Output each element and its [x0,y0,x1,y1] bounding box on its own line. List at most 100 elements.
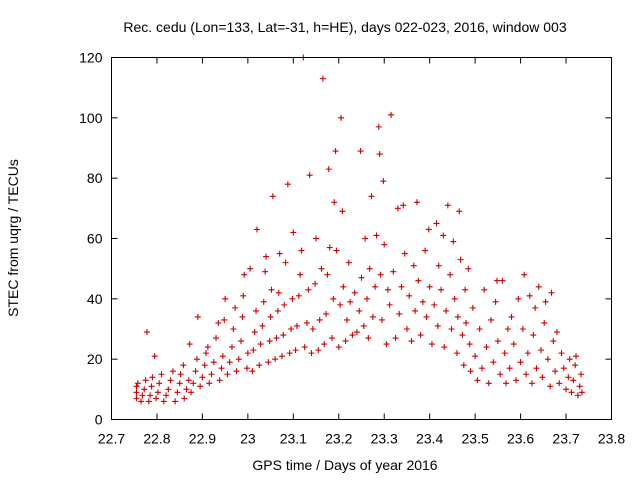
data-point [547,383,554,390]
data-point [281,301,288,308]
data-point [365,335,372,342]
data-point [278,353,285,360]
data-point [177,371,184,378]
data-point [401,250,408,257]
y-tick-label: 20 [87,351,103,367]
data-point [566,356,573,363]
x-tick-label: 23.2 [325,431,352,447]
data-point [538,347,545,354]
y-axis-title: STEC from uqrg / TECUs [5,159,21,317]
data-point [510,341,517,348]
data-point [303,319,310,326]
data-point [292,347,299,354]
data-point [172,398,179,405]
data-point [274,307,281,314]
data-point [313,235,320,242]
data-point [249,368,256,375]
data-point [188,389,195,396]
data-point [293,322,300,329]
data-point [267,313,274,320]
data-point [375,123,382,130]
data-point [573,353,580,360]
x-tick-label: 23.4 [416,431,443,447]
data-point [441,344,448,351]
data-point [383,341,390,348]
data-point [403,326,410,332]
data-point [390,268,397,275]
y-tick-label: 120 [79,50,103,66]
y-tick-label: 0 [95,412,103,428]
plot-frame [111,57,612,420]
data-point [553,329,560,336]
data-point [133,389,140,396]
data-point [378,316,385,323]
data-point [259,322,266,329]
data-point [221,316,228,323]
data-point [324,271,331,278]
data-point [335,344,342,351]
data-point [392,335,399,342]
data-points [133,54,585,405]
data-point [345,259,352,266]
data-point [474,377,481,384]
data-point [149,374,156,381]
data-point [275,289,282,296]
data-point [497,371,504,378]
data-point [305,286,312,293]
data-point [574,392,581,399]
data-point [467,368,474,375]
data-point [192,368,199,375]
data-point [339,208,346,215]
data-point [333,247,340,254]
data-point [406,292,413,299]
data-point [460,362,467,369]
data-point [232,304,239,311]
x-tick-label: 22.8 [143,431,170,447]
x-tick-labels: 22.7 22.8 22.9 23 23.1 23.2 23.3 23.4 23.5 23.6 23… [98,431,625,447]
data-point [204,344,211,351]
data-point [504,326,511,332]
data-point [201,362,208,369]
data-point [233,368,240,375]
data-point [535,283,542,290]
data-point [550,338,557,345]
data-point [134,380,141,387]
data-point [330,295,337,302]
data-point [388,111,395,118]
data-point [273,335,280,342]
data-point [463,319,470,326]
data-point [331,199,338,206]
data-point [143,329,150,336]
data-point [160,398,167,405]
data-point [265,359,272,366]
data-point [490,359,497,366]
data-point [428,341,435,348]
data-point [312,280,319,287]
data-point [528,380,535,387]
data-point [386,301,393,308]
data-point [515,295,522,302]
data-point [465,265,472,272]
data-point [216,377,223,384]
data-point [272,356,279,363]
data-point [306,172,313,179]
data-point [186,341,193,348]
data-point [222,295,229,302]
x-tick-label: 23.8 [598,431,625,447]
data-point [524,350,531,357]
data-point [380,178,387,185]
data-point [438,286,445,293]
data-point [282,259,289,266]
data-point [358,274,365,281]
y-tick-label: 100 [79,110,103,126]
y-tick-label: 40 [87,291,103,307]
data-point [434,322,441,329]
data-point [372,283,379,290]
data-point [526,292,533,299]
data-point [556,380,563,387]
data-point [158,371,165,378]
data-point [413,199,420,206]
data-point [318,265,325,272]
y-tick-label: 60 [87,231,103,247]
data-point [145,398,152,405]
